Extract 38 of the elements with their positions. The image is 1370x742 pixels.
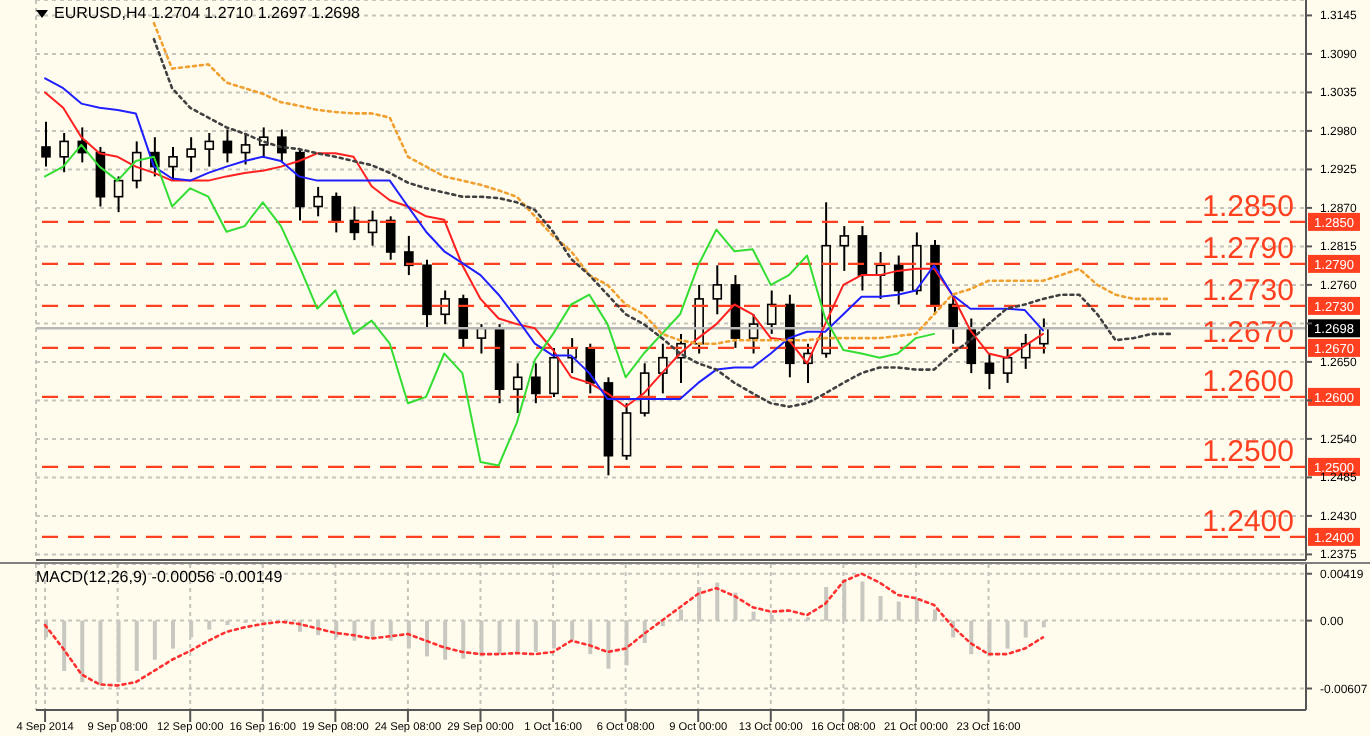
candlestick xyxy=(1002,346,1013,384)
line-series xyxy=(152,37,1172,408)
line-series xyxy=(44,143,936,467)
candlestick xyxy=(766,289,777,335)
candlestick xyxy=(531,362,541,405)
candlestick xyxy=(912,231,922,296)
candlestick xyxy=(331,191,342,234)
candlestick xyxy=(313,185,323,218)
candlestick xyxy=(404,234,414,277)
candlestick xyxy=(948,293,958,345)
candlestick xyxy=(658,342,668,395)
ref-line-label: 1.2400 xyxy=(1202,504,1294,539)
candlestick xyxy=(984,352,995,391)
candlestick xyxy=(59,132,69,174)
candlestick xyxy=(113,175,124,214)
candlestick xyxy=(277,128,287,164)
candlestick xyxy=(440,289,450,326)
chart-title: MACD(12,26,9) -0.00056 -0.00149 xyxy=(36,568,283,586)
candlestick xyxy=(1020,332,1031,370)
candlestick xyxy=(839,225,850,272)
candlestick xyxy=(712,264,723,316)
ref-line-label: 1.2790 xyxy=(1202,231,1294,266)
candlestick xyxy=(240,132,251,166)
candlestick xyxy=(385,215,396,261)
candlestick xyxy=(893,254,904,306)
candlestick xyxy=(204,132,215,168)
candlestick xyxy=(222,128,233,164)
ref-line-label: 1.2850 xyxy=(1202,189,1294,224)
candlestick xyxy=(186,136,196,174)
candlestick xyxy=(168,146,178,182)
ref-line-label: 1.2600 xyxy=(1202,364,1294,399)
chart-title: EURUSD,H4 1.2704 1.2710 1.2697 1.2698 xyxy=(54,4,360,22)
candlestick xyxy=(621,402,632,461)
candlestick xyxy=(41,120,51,168)
candlestick xyxy=(549,346,559,398)
ref-line-label: 1.2500 xyxy=(1202,434,1294,469)
candlestick xyxy=(512,362,523,414)
ref-line-label: 1.2730 xyxy=(1202,273,1294,308)
